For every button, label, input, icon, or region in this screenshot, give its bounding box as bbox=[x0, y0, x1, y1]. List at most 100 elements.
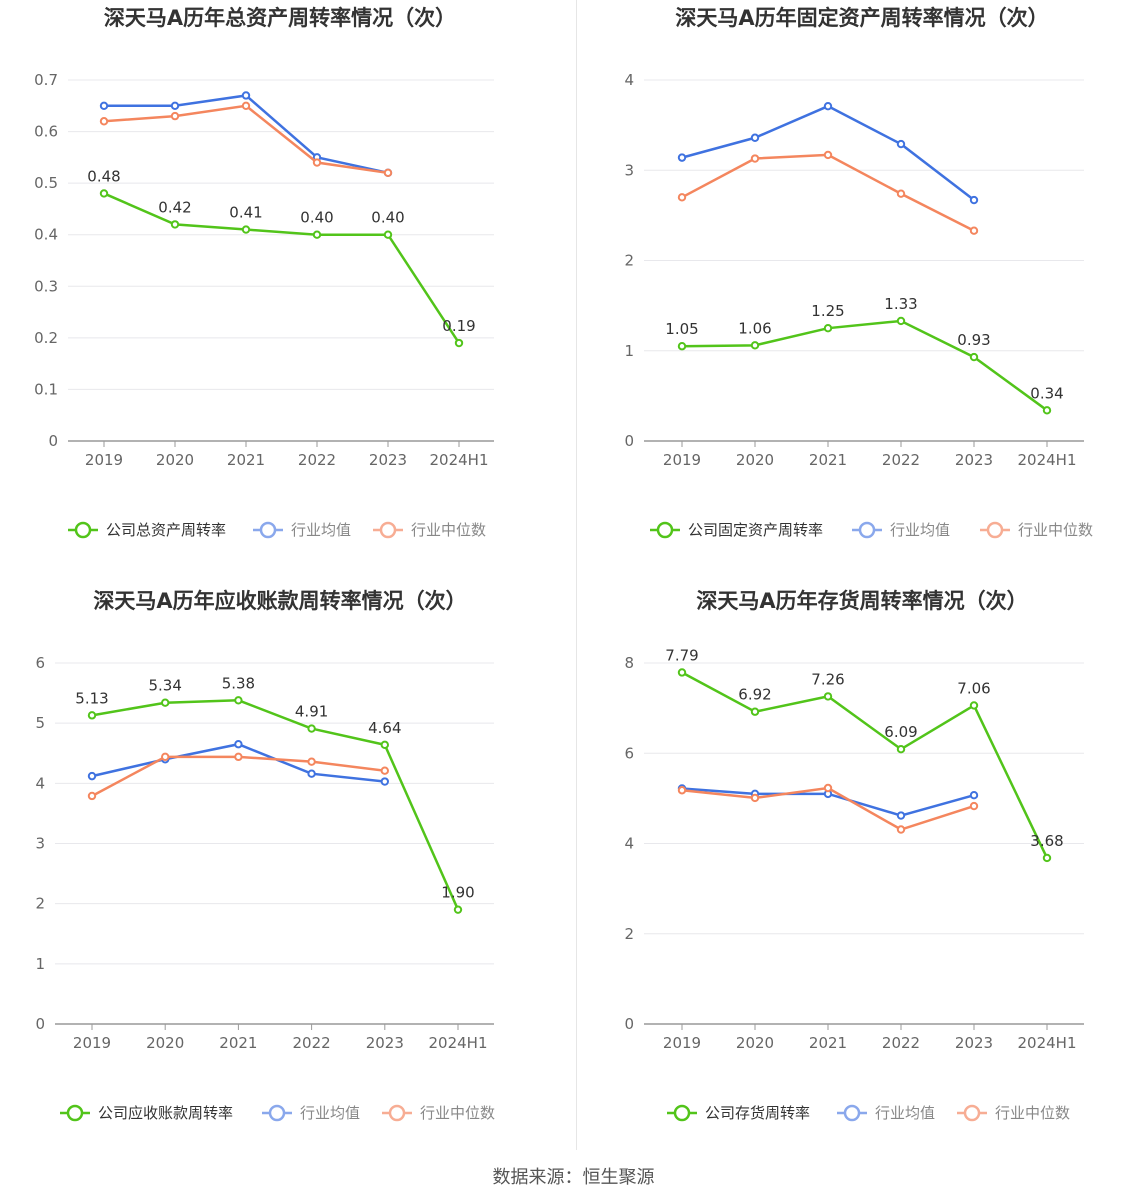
data-label: 6.09 bbox=[884, 723, 917, 741]
x-tick-label: 2021 bbox=[219, 1034, 257, 1052]
legend-marker bbox=[986, 521, 1004, 539]
legend-marker bbox=[656, 521, 674, 539]
chart-title: 深天马A历年总资产周转率情况（次） bbox=[103, 6, 457, 30]
data-point bbox=[307, 757, 316, 766]
y-tick-label: 0 bbox=[624, 1015, 634, 1033]
legend-marker bbox=[66, 1104, 84, 1122]
chart-title: 深天马A历年固定资产周转率情况（次） bbox=[675, 6, 1049, 30]
data-label: 4.64 bbox=[368, 719, 401, 737]
data-point bbox=[677, 668, 687, 677]
chart-svg: 0 1 2 3 4 5 6 2019 2020 2021 2022 2023 2024H1 5.13 5.3… bbox=[35, 654, 495, 1122]
data-point bbox=[234, 696, 243, 705]
data-point bbox=[453, 905, 463, 914]
legend-label: 行业均值 bbox=[300, 1104, 360, 1122]
x-tick-label: 2020 bbox=[736, 451, 774, 469]
chart-panel-fixed-assets-turnover: 深天马A历年固定资产周转率情况（次） 0 1 2 3 4 2019 2020 2021 2022… bbox=[582, 0, 1142, 580]
data-label: 1.05 bbox=[665, 320, 698, 338]
y-tick-label: 0.7 bbox=[34, 71, 58, 89]
data-point bbox=[87, 711, 97, 720]
data-point bbox=[99, 117, 109, 126]
data-point bbox=[170, 101, 180, 110]
data-point bbox=[380, 777, 389, 786]
y-tick-label: 0.3 bbox=[34, 277, 58, 295]
y-tick-label: 5 bbox=[35, 714, 45, 732]
legend-marker bbox=[74, 521, 92, 539]
y-tick-label: 6 bbox=[624, 744, 634, 762]
data-point bbox=[896, 811, 906, 820]
data-point bbox=[383, 230, 393, 239]
y-tick-label: 0 bbox=[35, 1015, 45, 1033]
data-point bbox=[969, 226, 979, 235]
data-point bbox=[307, 724, 316, 733]
data-label: 5.13 bbox=[75, 689, 108, 707]
data-point bbox=[896, 139, 906, 149]
x-tick-label: 2022 bbox=[293, 1034, 331, 1052]
y-tick-label: 0.1 bbox=[34, 380, 58, 398]
data-point bbox=[823, 150, 833, 160]
data-point bbox=[241, 101, 251, 110]
legend-label: 公司存货周转率 bbox=[705, 1104, 810, 1122]
data-point bbox=[969, 195, 979, 205]
data-point bbox=[161, 752, 170, 762]
data-point bbox=[969, 791, 979, 800]
x-tick-label: 2022 bbox=[882, 451, 920, 469]
data-label: 5.34 bbox=[148, 677, 181, 695]
data-label: 1.06 bbox=[738, 319, 771, 337]
legend-marker bbox=[268, 1104, 286, 1122]
chart-svg: 0 1 2 3 4 2019 2020 2021 2022 2023 2024H1 1.05 1.06 1… bbox=[624, 71, 1093, 539]
data-point bbox=[823, 323, 833, 333]
y-tick-label: 0.4 bbox=[34, 226, 58, 244]
series-line bbox=[681, 319, 1048, 412]
data-label: 0.48 bbox=[87, 167, 120, 185]
x-tick-label: 2023 bbox=[955, 451, 993, 469]
data-point bbox=[750, 133, 760, 142]
chart-title: 深天马A历年存货周转率情况（次） bbox=[696, 589, 1028, 613]
data-point bbox=[380, 740, 389, 750]
y-tick-label: 1 bbox=[35, 955, 45, 973]
legend-label: 行业中位数 bbox=[995, 1104, 1070, 1122]
data-point bbox=[823, 783, 833, 793]
legend-marker bbox=[379, 521, 397, 539]
y-tick-label: 4 bbox=[35, 774, 45, 792]
legend-label: 公司应收账款周转率 bbox=[98, 1104, 233, 1122]
series-line bbox=[681, 671, 1049, 859]
data-point bbox=[170, 111, 180, 121]
data-label: 1.25 bbox=[811, 302, 844, 320]
data-point bbox=[161, 698, 170, 707]
data-point bbox=[677, 786, 687, 795]
x-tick-label: 2021 bbox=[227, 451, 265, 469]
data-point bbox=[750, 154, 760, 163]
data-point bbox=[750, 793, 760, 803]
data-point bbox=[234, 752, 243, 762]
data-point bbox=[677, 193, 687, 202]
y-tick-label: 2 bbox=[624, 925, 634, 943]
data-point bbox=[380, 766, 389, 775]
y-tick-label: 2 bbox=[35, 895, 45, 913]
x-tick-label: 2023 bbox=[955, 1034, 993, 1052]
data-point bbox=[454, 338, 464, 348]
x-tick-label: 2024H1 bbox=[1018, 451, 1077, 469]
legend-marker bbox=[673, 1104, 691, 1122]
legend-label: 行业中位数 bbox=[1018, 521, 1093, 539]
data-point bbox=[170, 220, 180, 229]
chart-title: 深天马A历年应收账款周转率情况（次） bbox=[93, 589, 467, 613]
legend-marker bbox=[963, 1104, 981, 1122]
data-point bbox=[312, 230, 322, 239]
x-tick-label: 2022 bbox=[298, 451, 336, 469]
legend-label: 公司总资产周转率 bbox=[106, 521, 226, 539]
data-label: 0.40 bbox=[371, 209, 404, 227]
y-tick-label: 3 bbox=[35, 835, 45, 853]
x-tick-label: 2020 bbox=[156, 451, 194, 469]
x-tick-label: 2023 bbox=[369, 451, 407, 469]
data-label: 0.42 bbox=[158, 198, 191, 216]
data-label: 1.33 bbox=[884, 295, 917, 313]
data-point bbox=[896, 189, 906, 198]
legend-label: 行业均值 bbox=[291, 521, 351, 539]
x-tick-label: 2021 bbox=[809, 451, 847, 469]
data-label: 5.38 bbox=[222, 674, 255, 692]
data-point bbox=[87, 791, 97, 801]
data-label: 0.41 bbox=[229, 204, 262, 222]
legend-label: 行业中位数 bbox=[411, 521, 486, 539]
data-point bbox=[307, 769, 316, 778]
data-point bbox=[1042, 406, 1052, 415]
